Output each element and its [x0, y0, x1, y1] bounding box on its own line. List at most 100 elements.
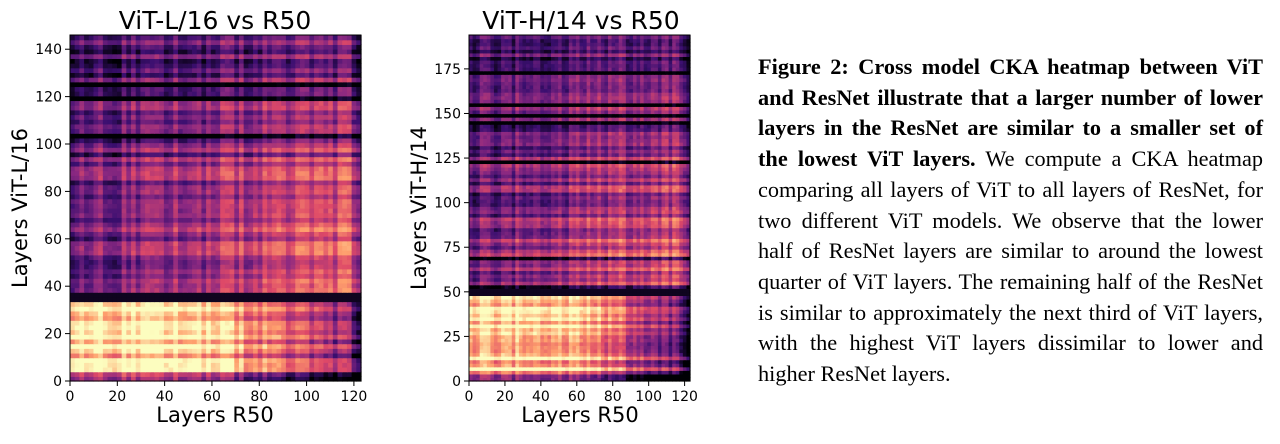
- heatmap-cell: [332, 217, 339, 223]
- heatmap-cell: [686, 366, 691, 371]
- heatmap-cell: [285, 338, 292, 345]
- heatmap-cell: [187, 179, 193, 186]
- heatmap-cell: [131, 348, 137, 354]
- heatmap-cell: [234, 278, 240, 284]
- heatmap-cell: [149, 366, 156, 373]
- heatmap-cell: [229, 352, 235, 359]
- heatmap-cell: [70, 296, 76, 303]
- heatmap-cell: [196, 58, 203, 64]
- heatmap-cell: [323, 292, 329, 298]
- heatmap-cell: [356, 259, 362, 265]
- heatmap-cell: [112, 301, 118, 307]
- heatmap-cell: [248, 208, 254, 214]
- heatmap-cell: [192, 324, 198, 331]
- heatmap-cell: [126, 198, 132, 204]
- heatmap-cell: [206, 91, 212, 97]
- heatmap-cell: [163, 324, 170, 331]
- heatmap-cell: [201, 72, 207, 78]
- heatmap-cell: [257, 362, 264, 368]
- heatmap-cell: [304, 315, 310, 321]
- heatmap-cell: [285, 222, 292, 228]
- heatmap-cell: [243, 287, 249, 293]
- heatmap-cell: [238, 320, 245, 326]
- heatmap-cell: [210, 203, 217, 209]
- heatmap-cell: [285, 348, 292, 354]
- heatmap-cell: [126, 208, 132, 214]
- heatmap-cell: [257, 147, 264, 153]
- heatmap-cell: [248, 334, 254, 340]
- heatmap-cell: [177, 100, 184, 106]
- heatmap-cell: [271, 259, 278, 265]
- heatmap-cell: [215, 362, 221, 368]
- heatmap-cell: [238, 39, 245, 45]
- heatmap-cell: [70, 376, 76, 382]
- heatmap-cell: [215, 91, 221, 97]
- heatmap-cell: [271, 86, 278, 92]
- heatmap-cell: [262, 296, 268, 303]
- heatmap-cell: [257, 366, 264, 373]
- heatmap-cell: [328, 320, 334, 326]
- heatmap-cell: [276, 184, 282, 190]
- heatmap-cell: [276, 324, 282, 331]
- heatmap-cell: [314, 366, 320, 373]
- heatmap-cell: [299, 184, 306, 190]
- heatmap-cell: [84, 306, 90, 312]
- heatmap-cell: [332, 39, 339, 45]
- heatmap-cell: [590, 370, 595, 375]
- heatmap-cell: [346, 179, 353, 186]
- heatmap-cell: [215, 128, 221, 134]
- heatmap-cell: [88, 240, 95, 247]
- heatmap-cell: [267, 250, 273, 256]
- heatmap-cell: [586, 366, 591, 371]
- heatmap-cell: [654, 373, 659, 379]
- heatmap-cell: [267, 301, 273, 307]
- heatmap-cell: [304, 63, 310, 69]
- heatmap-cell: [299, 86, 306, 92]
- heatmap-cell: [173, 292, 179, 298]
- heatmap-cell: [314, 245, 320, 251]
- heatmap-cell: [220, 72, 226, 78]
- heatmap-cell: [253, 296, 259, 303]
- heatmap-cell: [328, 123, 334, 130]
- heatmap-cell: [70, 137, 76, 144]
- heatmap-cell: [351, 310, 357, 317]
- heatmap-cell: [328, 119, 334, 125]
- heatmap-cell: [238, 352, 245, 359]
- heatmap-cell: [154, 39, 160, 45]
- heatmap-cell: [84, 114, 90, 120]
- heatmap-cell: [257, 296, 264, 303]
- heatmap-cell: [351, 123, 357, 130]
- heatmap-cell: [84, 212, 90, 218]
- heatmap-cell: [70, 217, 76, 223]
- heatmap-cell: [159, 49, 165, 55]
- heatmap-cell: [332, 193, 339, 200]
- heatmap-cell: [276, 100, 282, 106]
- heatmap-cell: [323, 114, 329, 120]
- heatmap-cell: [262, 320, 268, 326]
- heatmap-cell: [285, 268, 292, 275]
- heatmap-cell: [201, 212, 207, 218]
- heatmap-cell: [121, 123, 127, 130]
- heatmap-cell: [168, 259, 174, 265]
- heatmap-cell: [271, 39, 278, 45]
- heatmap-cell: [643, 370, 648, 375]
- heatmap-cell: [290, 208, 296, 214]
- heatmap-cell: [290, 193, 296, 200]
- heatmap-cell: [342, 334, 348, 340]
- heatmap-cell: [579, 363, 584, 368]
- heatmap-cell: [346, 114, 353, 120]
- heatmap-cell: [201, 198, 207, 204]
- heatmap-cell: [346, 49, 353, 55]
- heatmap-cell: [234, 105, 240, 111]
- heatmap-cell: [243, 49, 249, 55]
- heatmap-cell: [323, 189, 329, 195]
- heatmap-cell: [504, 370, 509, 375]
- heatmap-cell: [346, 86, 353, 92]
- heatmap-cell: [163, 366, 170, 373]
- heatmap-cell: [229, 212, 235, 218]
- heatmap-cell: [145, 245, 151, 251]
- heatmap-cell: [248, 357, 254, 363]
- heatmap-cell: [187, 334, 193, 340]
- heatmap-cell: [112, 259, 118, 265]
- heatmap-cell: [112, 179, 118, 186]
